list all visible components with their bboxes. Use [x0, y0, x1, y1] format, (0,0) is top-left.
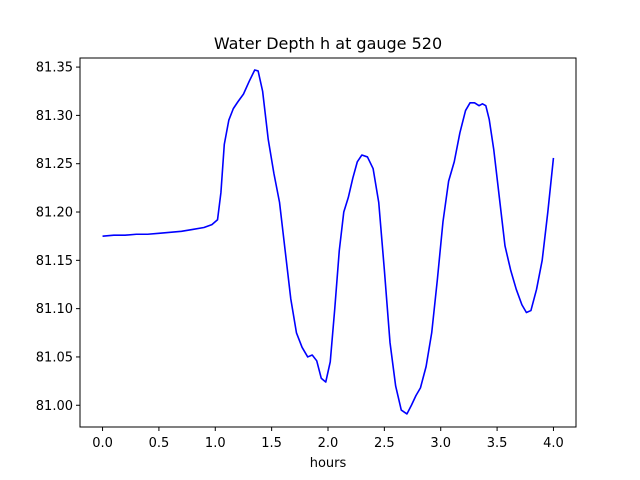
x-tick-label: 0.0 — [92, 436, 113, 451]
chart-title: Water Depth h at gauge 520 — [214, 34, 442, 53]
y-axis: 81.00 81.05 81.10 81.15 81.20 81.25 81.30 81.35 — [36, 61, 80, 414]
y-tick-label: 81.05 — [36, 350, 73, 365]
y-tick-label: 81.30 — [36, 109, 73, 124]
y-tick-label: 81.20 — [36, 206, 73, 221]
x-axis-label: hours — [310, 456, 347, 471]
x-tick-label: 1.0 — [205, 436, 226, 451]
y-tick-label: 81.00 — [36, 399, 73, 414]
series-line-0 — [102, 69, 555, 415]
x-tick-label: 3.5 — [487, 436, 508, 451]
x-tick-label: 2.0 — [318, 436, 339, 451]
x-tick-label: 1.5 — [261, 436, 282, 451]
y-tick-label: 81.10 — [36, 302, 73, 317]
x-tick-label: 3.0 — [430, 436, 451, 451]
x-tick-label: 2.5 — [374, 436, 395, 451]
y-tick-label: 81.25 — [36, 157, 73, 172]
x-axis: 0.0 0.5 1.0 1.5 2.0 2.5 3.0 3.5 4.0 — [92, 427, 564, 451]
y-tick-label: 81.35 — [36, 61, 73, 76]
x-tick-label: 4.0 — [543, 436, 564, 451]
plot-area — [102, 69, 555, 415]
x-tick-label: 0.5 — [149, 436, 170, 451]
y-tick-label: 81.15 — [36, 254, 73, 269]
